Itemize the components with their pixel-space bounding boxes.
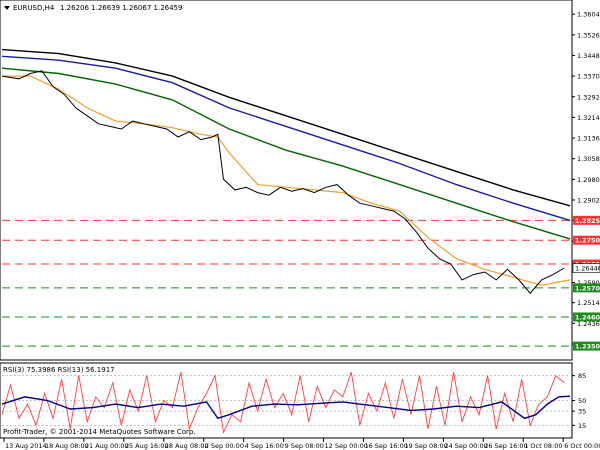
- time-tick-label: 21 Aug 00:00: [85, 442, 129, 450]
- rsi-tick-label: 15: [578, 422, 586, 430]
- time-tick-label: 18 Aug 08:00: [45, 442, 89, 450]
- moving-average-line-1: [2, 75, 571, 286]
- rsi-tick-label: 85: [578, 372, 586, 380]
- price-line: [1, 70, 565, 294]
- price-tick-label: 1.33700: [577, 73, 600, 81]
- current-price-label: 1.26446: [575, 265, 600, 273]
- price-axis: 1.36040 1.35260 1.34480 1.33700 1.32920 1.321…: [572, 11, 600, 348]
- time-tick-label: 25 Aug 16:00: [125, 442, 169, 450]
- price-tick-label: 1.31360: [577, 135, 600, 143]
- triangle-down-icon[interactable]: [4, 6, 10, 10]
- ohlc-values: 1.26206 1.26639 1.26067 1.26459: [60, 4, 182, 12]
- time-tick-label: 26 Sep 16:00: [484, 442, 527, 450]
- price-tick-label: 1.24360: [577, 320, 600, 328]
- rsi-tick-label: 50: [578, 397, 586, 405]
- time-tick-label: 13 Aug 2014: [5, 442, 47, 450]
- rsi-header: RSI(3) 75.3986 RSI(13) 56.1917: [3, 366, 115, 374]
- time-tick-label: 12 Sep 00:00: [325, 442, 368, 450]
- price-tick-label: 1.32140: [577, 114, 600, 122]
- time-tick-label: 4 Sep 16:00: [245, 442, 284, 450]
- time-tick-label: 16 Sep 16:00: [364, 442, 407, 450]
- time-tick-label: 9 Sep 08:00: [285, 442, 324, 450]
- level-tag-bg: [573, 283, 600, 293]
- price-series: [1, 70, 565, 294]
- time-tick-label: 1 Oct 08:00: [524, 442, 562, 450]
- price-tick-label: 1.32920: [577, 93, 600, 101]
- price-tick-label: 1.29020: [577, 196, 600, 204]
- level-tag-label: 1.23500: [575, 343, 600, 351]
- level-tag-label: 1.25700: [575, 284, 600, 292]
- level-tag-bg: [573, 312, 600, 322]
- moving-average-line-4: [1, 48, 571, 207]
- price-levels: [2, 219, 570, 347]
- level-tag-label: 1.24600: [575, 313, 600, 321]
- price-tick-label: 1.25140: [577, 299, 600, 307]
- price-tick-label: 1.29800: [577, 176, 600, 184]
- level-tag-label: 1.27500: [575, 237, 600, 245]
- level-tag-bg: [573, 215, 600, 225]
- current-price-tag-bg: [572, 263, 600, 273]
- rsi-indicator: [1, 371, 571, 434]
- time-tick-label: 24 Sep 00:00: [444, 442, 487, 450]
- rsi-fast-line: [1, 371, 565, 434]
- level-tag-bg: [573, 235, 600, 245]
- rsi-slow-line: [1, 395, 571, 420]
- time-tick-label: 6 Oct 00:00: [564, 442, 600, 450]
- price-tick-label: 1.35260: [577, 31, 600, 39]
- time-tick-label: 2 Sep 00:00: [205, 442, 244, 450]
- price-tick-label: 1.25900: [577, 279, 600, 287]
- rsi-tick-label: 35: [578, 408, 586, 416]
- copyright-text: Profit-Trader, © 2001-2014 MetaQuotes So…: [3, 428, 196, 436]
- price-level-tags: 1.282501.275001.266001.257001.246001.235…: [572, 215, 600, 351]
- main-plot-frame: [0, 0, 573, 361]
- moving-average-line-3: [1, 55, 571, 222]
- moving-averages: [1, 48, 571, 286]
- price-tick-label: 1.36040: [577, 11, 600, 19]
- level-tag-bg: [573, 341, 600, 351]
- time-tick-label: 19 Sep 08:00: [404, 442, 447, 450]
- time-tick-label: 28 Aug 08:00: [165, 442, 209, 450]
- price-tick-label: 1.30580: [577, 155, 600, 163]
- price-tick-label: 1.34480: [577, 52, 600, 60]
- rsi-axis: 85 50 35 15: [572, 372, 586, 430]
- level-tag-label: 1.28250: [575, 217, 600, 225]
- moving-average-line-2: [1, 67, 571, 240]
- symbol-label: EURUSD,H4: [13, 4, 55, 12]
